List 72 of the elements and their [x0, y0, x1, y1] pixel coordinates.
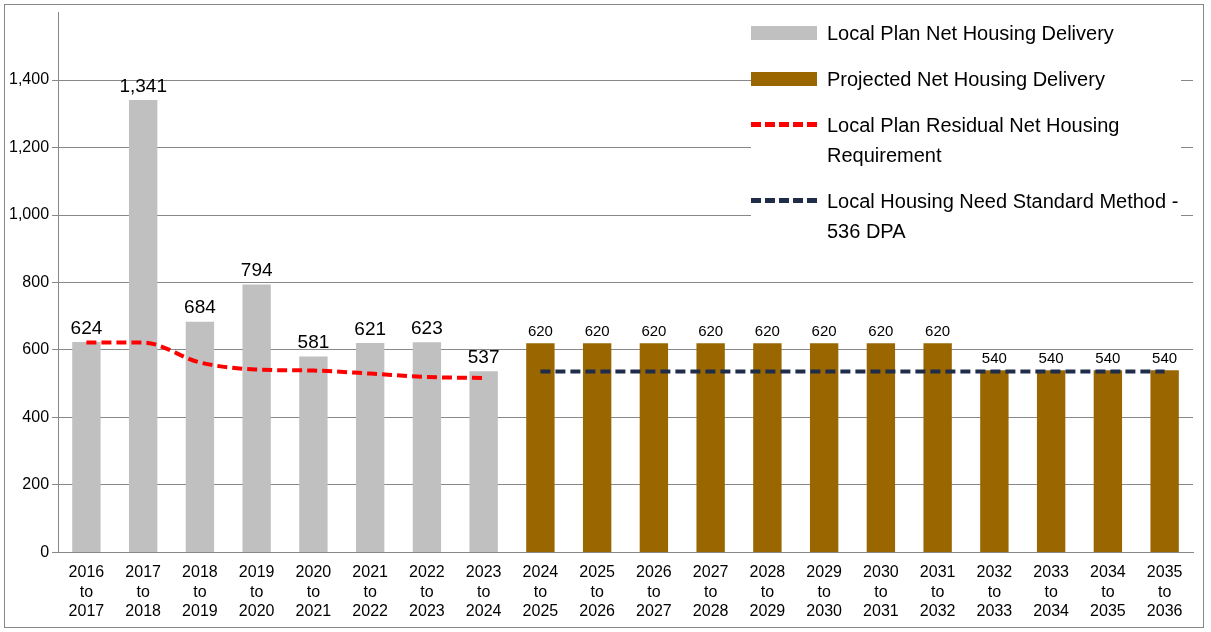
bar — [355, 342, 385, 552]
data-label: 794 — [240, 259, 273, 281]
x-tick-label: 2020 to 2021 — [295, 563, 332, 619]
data-label: 620 — [868, 321, 894, 339]
y-tick-label: 1,000 — [8, 205, 50, 223]
bar — [923, 343, 952, 552]
bar — [242, 284, 271, 552]
x-tick-label: 2033 to 2034 — [1033, 563, 1070, 619]
x-tick-label: 2022 to 2023 — [409, 563, 445, 619]
x-tick-label: 2023 to 2024 — [465, 563, 502, 619]
data-label: 1,341 — [119, 74, 167, 96]
y-tick-label: 0 — [40, 542, 50, 560]
bar — [809, 343, 839, 552]
bar — [299, 356, 328, 552]
y-tick-label: 600 — [22, 340, 50, 358]
data-label: 540 — [1095, 348, 1121, 366]
bar — [128, 99, 158, 552]
data-label: 540 — [1038, 348, 1064, 366]
data-label: 540 — [1152, 348, 1178, 366]
x-tick-label: 2017 to 2018 — [125, 563, 162, 619]
bar — [582, 343, 612, 552]
x-tick-label: 2025 to 2026 — [579, 563, 616, 619]
x-tick-label: 2029 to 2030 — [806, 563, 843, 619]
data-label: 620 — [925, 321, 951, 339]
bar — [526, 343, 555, 552]
x-tick-label: 2024 to 2025 — [522, 563, 559, 619]
x-tick-label: 2032 to 2033 — [976, 563, 1013, 619]
y-tick-label: 1,200 — [8, 137, 50, 155]
legend-label: Local Plan Residual Net Housing Requirement — [827, 113, 1121, 168]
x-tick-label: 2019 to 2020 — [238, 563, 275, 619]
y-tick-label: 800 — [22, 272, 50, 290]
data-label: 620 — [754, 321, 780, 339]
data-label: 620 — [811, 321, 837, 339]
bar — [980, 370, 1009, 552]
data-label: 621 — [354, 317, 386, 339]
x-tick-label: 2018 to 2019 — [182, 563, 218, 619]
legend-label: Local Plan Net Housing Delivery — [827, 21, 1114, 46]
x-tick-label: 2035 to 2036 — [1146, 563, 1183, 619]
bar — [72, 341, 101, 552]
bar — [1036, 370, 1066, 552]
legend-label: Local Housing Need Standard Method - 536 DPA — [827, 189, 1180, 244]
bar — [412, 342, 442, 552]
x-tick-label: 2026 to 2027 — [636, 563, 672, 619]
legend-label: Projected Net Housing Delivery — [827, 67, 1105, 92]
data-label: 581 — [297, 331, 330, 353]
x-tick-label: 2027 to 2028 — [692, 563, 729, 619]
data-label: 620 — [527, 321, 553, 339]
x-tick-label: 2021 to 2022 — [352, 563, 389, 619]
x-tick-label: 2028 to 2029 — [749, 563, 786, 619]
x-tick-label: 2031 to 2032 — [919, 563, 956, 619]
bar — [1150, 370, 1179, 552]
bar — [185, 321, 215, 552]
y-tick-label: 400 — [22, 407, 50, 425]
x-tick-label: 2016 to 2017 — [68, 563, 105, 619]
data-label: 620 — [584, 321, 610, 339]
y-tick-label: 200 — [22, 475, 50, 493]
bar — [1093, 370, 1123, 552]
x-tick-label: 2030 to 2031 — [863, 563, 899, 619]
data-label: 623 — [411, 316, 443, 338]
bar — [753, 343, 782, 552]
y-tick-label: 1,400 — [8, 70, 50, 88]
data-label: 620 — [641, 321, 667, 339]
bar — [639, 343, 669, 552]
data-label: 620 — [698, 321, 724, 339]
bar — [696, 343, 725, 552]
bar — [866, 343, 896, 552]
bar — [469, 371, 498, 552]
data-label: 537 — [467, 345, 500, 367]
data-label: 684 — [184, 296, 217, 318]
data-label: 624 — [70, 316, 103, 338]
data-label: 540 — [981, 348, 1007, 366]
x-tick-label: 2034 to 2035 — [1090, 563, 1126, 619]
